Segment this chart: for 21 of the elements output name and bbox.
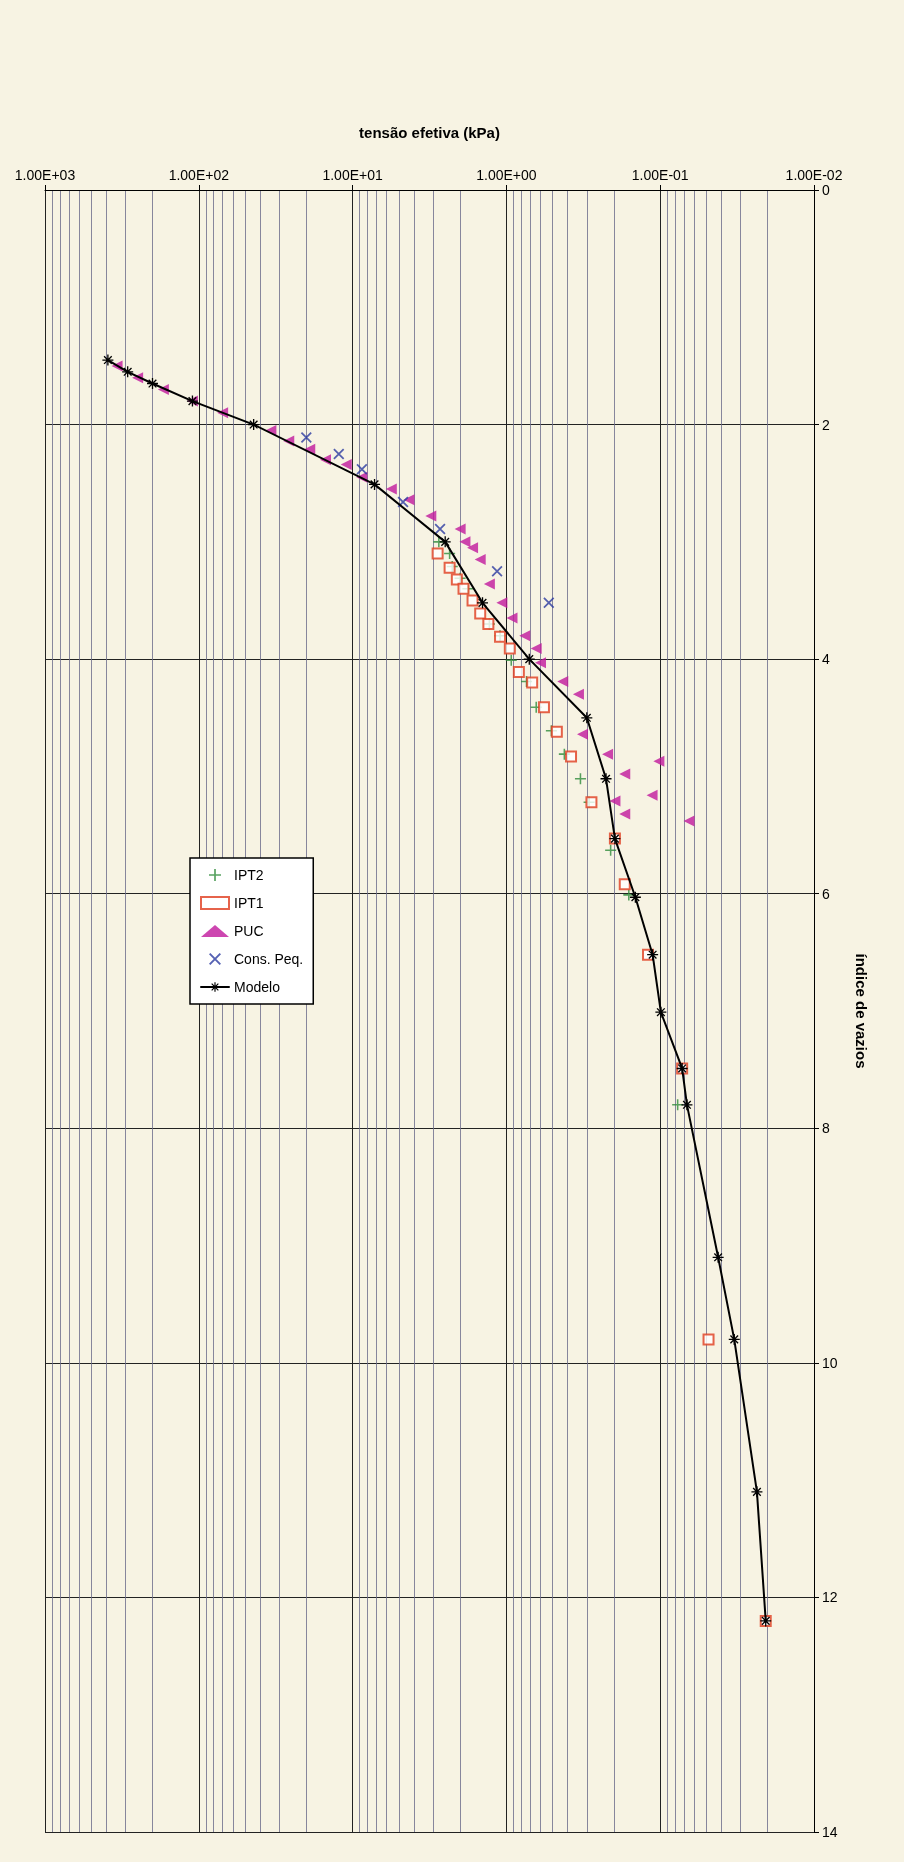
- y-tick-label: 2: [822, 416, 830, 433]
- legend-label: Cons. Peq.: [234, 951, 304, 967]
- x-tick-label: 1.00E+03: [14, 167, 76, 183]
- legend-label: Modelo: [234, 979, 281, 995]
- x-tick-label: 1.00E+02: [168, 167, 230, 183]
- x-axis-title: tensão efetiva (kPa): [359, 124, 500, 141]
- y-tick-label: 0: [822, 182, 830, 198]
- y-tick-label: 4: [822, 651, 830, 668]
- y-tick-label: 8: [822, 1120, 830, 1137]
- x-tick-label: 1.00E-02: [785, 167, 843, 183]
- x-tick-label: 1.00E+01: [322, 167, 383, 183]
- y-tick-label: 6: [822, 885, 830, 902]
- x-tick-label: 1.00E+00: [476, 167, 537, 183]
- legend-label: IPT2: [234, 867, 264, 883]
- x-tick-label: 1.00E-01: [631, 167, 689, 183]
- y-tick-label: 12: [822, 1589, 838, 1606]
- y-tick-label: 14: [822, 1824, 838, 1840]
- y-axis-title: índice de vazios: [853, 953, 870, 1069]
- legend-label: IPT1: [234, 895, 264, 911]
- y-tick-label: 10: [822, 1354, 838, 1371]
- legend-label: PUC: [234, 923, 264, 939]
